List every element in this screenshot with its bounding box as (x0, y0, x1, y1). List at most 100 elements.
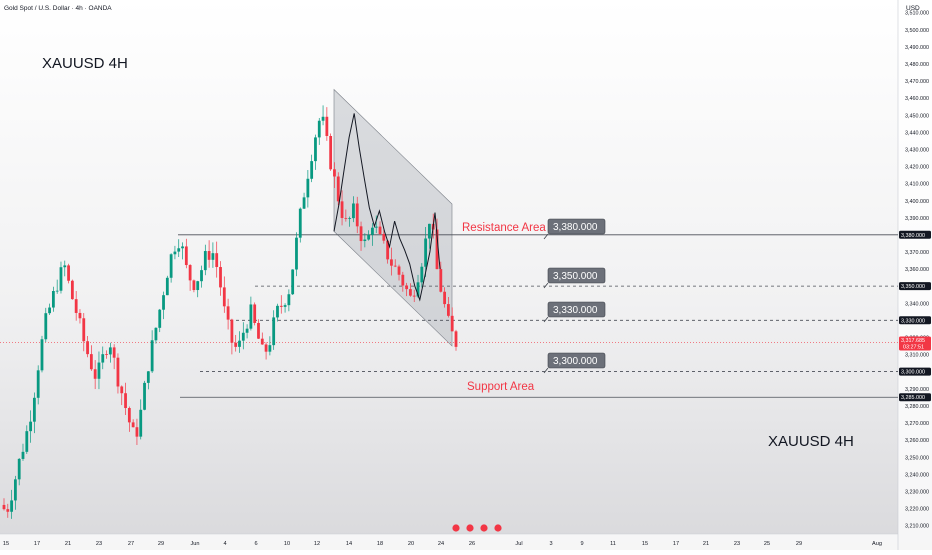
candle-body (131, 422, 135, 428)
y-tick-label: 3,470.000 (905, 79, 929, 85)
candle-body (105, 354, 108, 355)
candle-body (82, 318, 86, 342)
level-badge-label: 3,330.000 (553, 305, 598, 316)
y-tick-label: 3,360.000 (905, 267, 929, 273)
y-tick-label: 3,340.000 (905, 301, 929, 307)
axis-price-badge: 3,285.000 (899, 393, 931, 402)
candle-body (390, 259, 393, 266)
event-icon[interactable] (452, 524, 460, 532)
candle-body (348, 218, 352, 219)
candle-body (287, 294, 291, 306)
y-tick-label: 3,450.000 (905, 113, 929, 119)
candle-body (192, 280, 196, 291)
level-badge-box (547, 267, 606, 284)
axis-price-badges: 3,380.000 3,350.000 3,330.000 3,300.000 3,28… (899, 230, 931, 402)
x-tick-label: 6 (254, 541, 257, 547)
level-badge-label: 3,350.000 (553, 271, 598, 282)
event-icon[interactable] (480, 524, 488, 532)
candle-body (295, 237, 298, 270)
candle-body (272, 317, 276, 346)
time-axis[interactable]: 15 17 21 23 27 29 Jun 4 6 10 12 14 18 20 24 26 Jul 3 9 11 15… (3, 541, 882, 547)
y-tick-label: 3,440.000 (905, 130, 929, 136)
candle-body (173, 251, 177, 255)
candle-body (10, 500, 13, 512)
x-tick-label: 21 (65, 541, 71, 547)
candle-body (340, 201, 344, 218)
axis-price-badge: 3,300.000 (899, 367, 931, 376)
event-icon[interactable] (494, 524, 502, 532)
y-tick-label: 3,290.000 (905, 387, 929, 393)
level-badge-pointer (543, 316, 549, 323)
candle-body (454, 331, 458, 347)
x-tick-label: 23 (734, 541, 740, 547)
candle-body (447, 304, 450, 316)
candle-body (325, 116, 329, 136)
price-level-badges: 3,380.000 3,350.000 3,330.000 3,300.000 (543, 218, 606, 374)
candle-body (188, 265, 192, 281)
candle-countdown-label: 03:27:51 (903, 345, 924, 351)
candle-body (450, 315, 454, 332)
candle-body (329, 135, 333, 170)
candle-body (200, 270, 203, 282)
x-tick-label: 10 (284, 541, 290, 547)
x-tick-label: 4 (223, 541, 226, 547)
candle-body (245, 328, 249, 333)
candle-body (135, 427, 139, 437)
x-tick-label: Jun (190, 541, 199, 547)
candle-body (238, 340, 241, 347)
axis-price-badge-label: 3,285.000 (901, 395, 925, 401)
candle-body (382, 233, 386, 241)
axis-price-badge-box (899, 393, 931, 402)
level-badge-label: 3,380.000 (553, 222, 598, 233)
candle-body (397, 266, 401, 275)
candle-body (298, 208, 302, 238)
x-tick-label: 9 (580, 541, 583, 547)
axis-price-badge-box (899, 230, 931, 239)
event-icon[interactable] (466, 524, 474, 532)
axis-price-badge-label: 3,350.000 (901, 284, 925, 290)
candle-body (112, 347, 116, 358)
axis-price-badge: 3,380.000 (899, 230, 931, 239)
candle-body (371, 227, 374, 235)
chart-title-bottom: XAUUSD 4H (768, 433, 854, 450)
candle-body (359, 226, 363, 242)
candle-body (181, 246, 184, 249)
candle-body (203, 251, 207, 271)
level-badge[interactable]: 3,350.000 (543, 267, 606, 289)
level-badge[interactable]: 3,330.000 (543, 301, 606, 323)
time-axis-background (0, 534, 898, 550)
level-badge-box (547, 301, 606, 318)
candle-body (393, 265, 397, 267)
x-tick-label: 12 (314, 541, 320, 547)
candle-body (196, 281, 200, 291)
candle-body (234, 342, 238, 347)
candle-body (169, 254, 173, 278)
candle-body (219, 267, 222, 288)
current-price-label: 3,317.685 (901, 338, 925, 344)
y-tick-label: 3,500.000 (905, 28, 929, 34)
candle-body (36, 370, 40, 398)
candle-body (428, 223, 431, 239)
candle-body (6, 509, 10, 512)
y-tick-label: 3,460.000 (905, 96, 929, 102)
economic-events-icons[interactable] (452, 524, 502, 532)
level-badge[interactable]: 3,380.000 (543, 218, 606, 240)
price-path-line (333, 113, 441, 302)
candle-body (177, 248, 181, 252)
level-badge[interactable]: 3,300.000 (543, 352, 606, 374)
candle-body (78, 312, 82, 319)
current-price-badge-box (899, 336, 931, 351)
candle-body (314, 137, 317, 162)
resistance-area-label: Resistance Area (462, 222, 546, 234)
axis-price-badge-box (899, 282, 931, 291)
axis-price-badge: 3,330.000 (899, 316, 931, 325)
candle-body (302, 197, 306, 209)
candle-body (124, 393, 127, 409)
candle-body (420, 266, 424, 283)
candle-body (51, 291, 55, 308)
x-tick-label: 17 (34, 541, 40, 547)
y-tick-label: 3,230.000 (905, 489, 929, 495)
